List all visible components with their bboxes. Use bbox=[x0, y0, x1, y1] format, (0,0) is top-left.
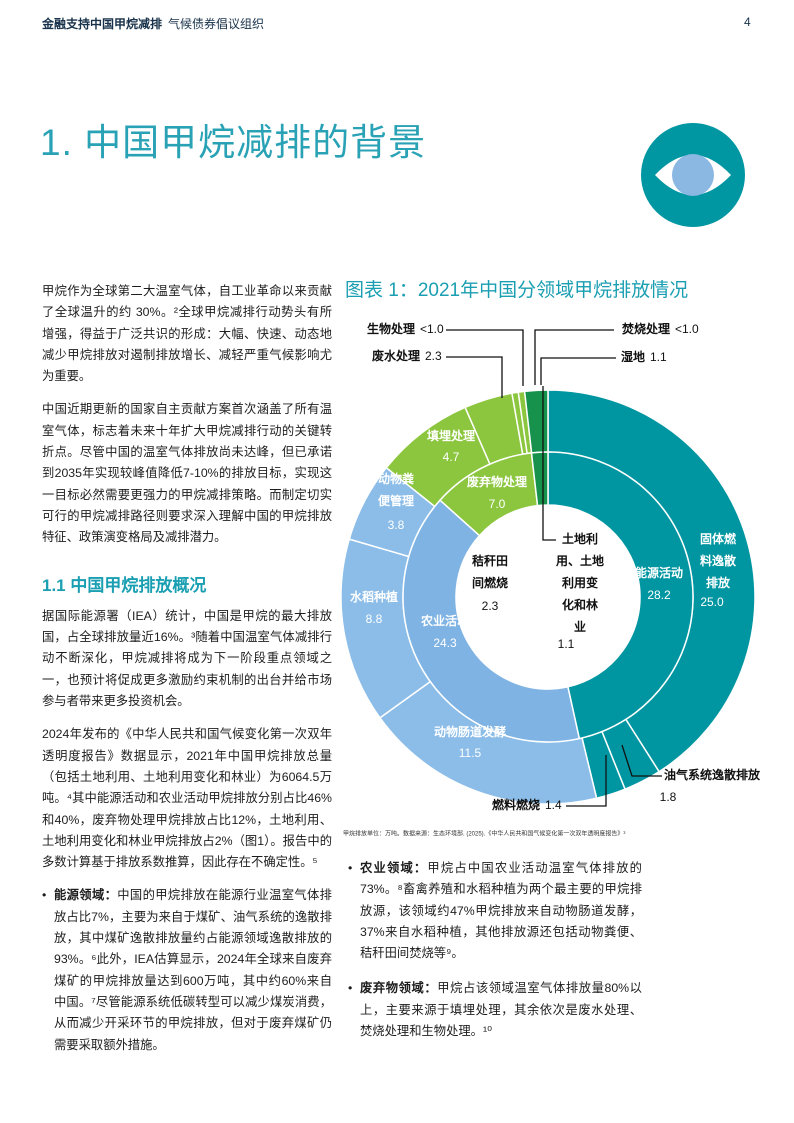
segment-value: 1.1 bbox=[650, 350, 667, 364]
chart: 图表 1：2021年中国分领域甲烷排放情况 甲烷排放单位：万吨。数据来源：生态环… bbox=[340, 279, 761, 838]
segment-value: 8.8 bbox=[366, 612, 383, 626]
header-report: 金融支持中国甲烷减排 bbox=[42, 17, 163, 31]
segment-label: 固体燃料逸散排放 bbox=[700, 531, 737, 590]
segment-value: 25.0 bbox=[700, 595, 724, 609]
bullet-text: 甲烷占中国农业活动温室气体排放的73%。⁸畜禽养殖和水稻种植为两个最主要的甲烷排… bbox=[360, 861, 642, 961]
bullet-label: 能源领域： bbox=[54, 888, 118, 903]
left-column: 甲烷作为全球第二大温室气体，自工业革命以来贡献了全球温升的约 30%。²全球甲烷… bbox=[42, 281, 332, 1070]
chart-note: 甲烷排放单位：万吨。数据来源：生态环境部. (2025).《中华人民共和国气候变… bbox=[343, 830, 625, 838]
segment-label: 动物粪便管理 bbox=[378, 471, 414, 508]
segment-value: 4.7 bbox=[443, 450, 460, 464]
header-org: 气候债券倡议组织 bbox=[168, 17, 265, 31]
chart-title: 图表 1：2021年中国分领域甲烷排放情况 bbox=[345, 279, 688, 301]
bullet-label: 农业领域： bbox=[360, 861, 428, 875]
bullet-text: 甲烷占该领域温室气体排放量80%以上，主要来源于填埋处理，其余依次是废水处理、焚… bbox=[360, 981, 642, 1039]
leader-line bbox=[446, 356, 503, 398]
leader-line bbox=[446, 329, 524, 386]
eye-icon bbox=[641, 123, 745, 227]
section-heading: 1.1 中国甲烷排放概况 bbox=[42, 575, 207, 595]
segment-value: 7.0 bbox=[489, 497, 506, 511]
segment-value: 3.8 bbox=[388, 518, 405, 532]
bullet: 能源领域：中国的甲烷排放在能源行业温室气体排放占比7%，主要为来自于煤矿、油气系… bbox=[42, 885, 332, 1055]
segment-label: 农业活动 bbox=[420, 613, 469, 628]
center-value: 2.3 bbox=[482, 599, 499, 613]
segment-label: 湿地 bbox=[621, 349, 645, 364]
segment-label: 生物处理 bbox=[367, 321, 415, 336]
bullet-text: 中国的甲烷排放在能源行业温室气体排放占比7%，主要为来自于煤矿、油气系统的逸散排… bbox=[54, 888, 332, 1052]
leader-line bbox=[534, 329, 614, 385]
segment-label: 废弃物处理 bbox=[467, 474, 527, 489]
segment-label: 能源活动 bbox=[635, 565, 683, 580]
paragraph: 据国际能源署（IEA）统计，中国是甲烷的最大排放国，占全球排放量近16%。³随着… bbox=[42, 608, 332, 709]
segment-label: 焚烧处理 bbox=[621, 321, 670, 336]
page-number: 4 bbox=[744, 15, 751, 29]
segment-label: 废水处理 bbox=[372, 348, 420, 363]
segment-value: 1.4 bbox=[545, 798, 562, 812]
header: 金融支持中国甲烷减排 气候债券倡议组织 bbox=[42, 15, 264, 32]
ring-segment bbox=[402, 499, 581, 743]
segment-value: 24.3 bbox=[433, 636, 457, 650]
bullet: 农业领域：甲烷占中国农业活动温室气体排放的73%。⁸畜禽养殖和水稻种植为两个最主… bbox=[348, 858, 642, 964]
segment-label: 燃料燃烧 bbox=[492, 797, 540, 812]
segment-value: <1.0 bbox=[675, 322, 699, 336]
ring-segment bbox=[547, 451, 694, 740]
segment-label: 水稻种植 bbox=[350, 589, 398, 604]
bullet-label: 废弃物领域： bbox=[360, 981, 438, 996]
ring-segment bbox=[530, 451, 549, 507]
center-label: 秸秆田间燃烧 bbox=[472, 553, 508, 590]
leader-line bbox=[542, 386, 556, 541]
leader-line bbox=[621, 744, 662, 777]
page-title: 1. 中国甲烷减排的背景 bbox=[40, 122, 427, 163]
leader-line bbox=[540, 357, 616, 385]
right-column: 农业领域：甲烷占中国农业活动温室气体排放的73%。⁸畜禽养殖和水稻种植为两个最主… bbox=[348, 858, 642, 1056]
bullet: 废弃物领域：甲烷占该领域温室气体排放量80%以上，主要来源于填埋处理，其余依次是… bbox=[348, 978, 642, 1042]
segment-value: 2.3 bbox=[425, 349, 442, 363]
paragraph: 2024年发布的《中华人民共和国气候变化第一次双年透明度报告》数据显示，2021… bbox=[42, 727, 332, 870]
segment-label: 土地利用、土地利用变化和林业 bbox=[555, 531, 604, 634]
segment-label: 动物肠道发酵 bbox=[434, 724, 506, 739]
segment-label: 填埋处理 bbox=[427, 428, 475, 443]
segment-value: 28.2 bbox=[647, 588, 671, 602]
paragraph: 甲烷作为全球第二大温室气体，自工业革命以来贡献了全球温升的约 30%。²全球甲烷… bbox=[42, 284, 332, 384]
segment-value: 11.5 bbox=[459, 746, 482, 760]
segment-value: 1.8 bbox=[660, 790, 677, 804]
segment-value: <1.0 bbox=[420, 322, 444, 336]
segment-value: 1.1 bbox=[558, 637, 575, 651]
segment-label: 油气系统逸散排放 bbox=[664, 767, 761, 782]
paragraph: 中国近期更新的国家自主贡献方案首次涵盖了所有温室气体，标志着未来十年扩大甲烷减排… bbox=[42, 402, 332, 545]
leader-line bbox=[566, 755, 607, 807]
